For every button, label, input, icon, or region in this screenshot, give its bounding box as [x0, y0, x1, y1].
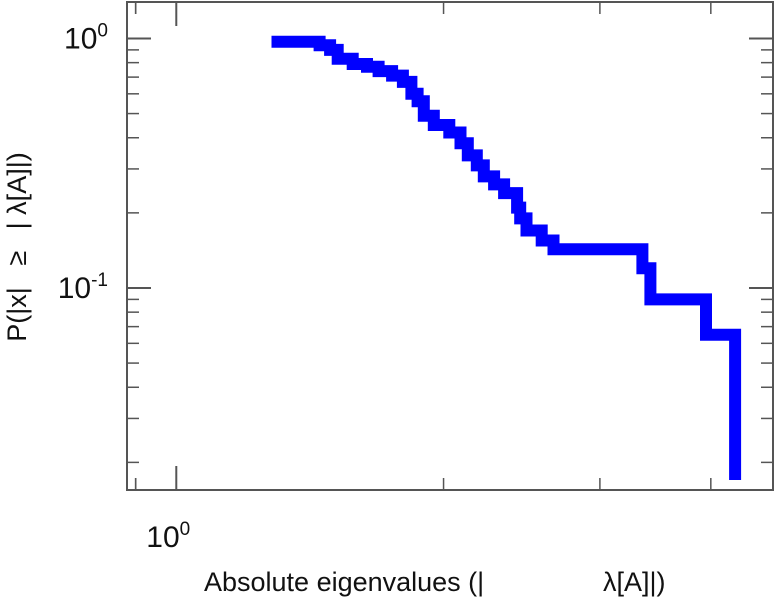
x-axis-title: Absolute eigenvalues (| λ[A]|): [204, 567, 666, 597]
tick-labels: 100 10-1 100: [58, 20, 191, 554]
series-layer: [271, 35, 742, 480]
x-axis-title-part-1: Absolute eigenvalues (|: [204, 567, 484, 597]
y-axis-title-part-1: P(|x|: [2, 287, 32, 342]
y-axis-title: P(|x| ≥ | λ[A]|): [2, 152, 32, 341]
x-tick-label: 100: [146, 519, 190, 554]
major-ticks: [127, 2, 773, 490]
y-axis-title-part-4: λ[A]|): [2, 152, 32, 215]
series-line-0: [271, 35, 742, 480]
x-axis-title-part-2: λ[A]|): [603, 567, 666, 597]
y-axis-title-part-3: |: [2, 222, 32, 229]
y-tick-label: 10-1: [58, 270, 108, 305]
y-axis-title-part-2: ≥: [2, 251, 32, 266]
minor-ticks: [127, 2, 773, 490]
plot-frame: [126, 1, 774, 491]
y-tick-label: 100: [64, 20, 108, 55]
